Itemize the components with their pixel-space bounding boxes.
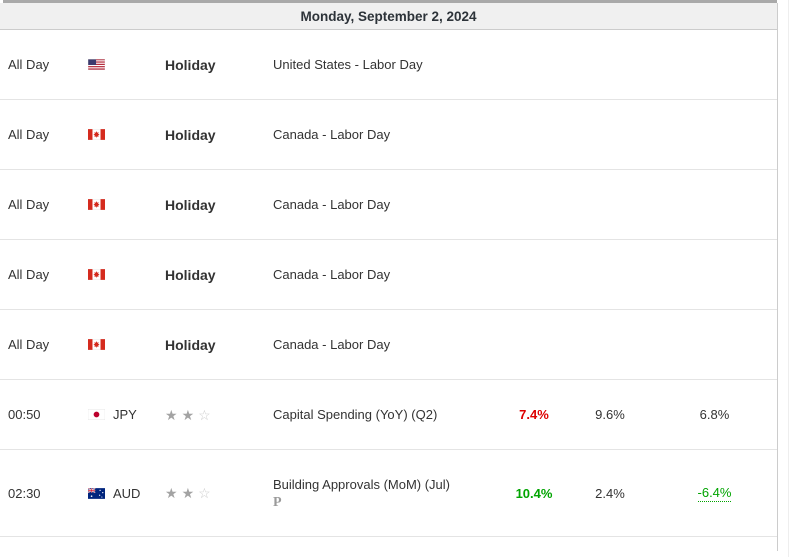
event-time: All Day	[8, 197, 50, 212]
importance-stars: Holiday	[165, 338, 273, 352]
calendar-event-row[interactable]: 00:50 JPY ★★☆ Capital Spending (YoY) (Q2…	[0, 380, 777, 450]
date-title: Monday, September 2, 2024	[300, 8, 477, 24]
importance-stars: Holiday	[165, 58, 273, 72]
calendar-event-row[interactable]: All Day Holiday United States - Labor Da…	[0, 30, 777, 100]
forecast-value: 2.4%	[595, 485, 625, 501]
star-filled-icon: ★	[181, 406, 199, 423]
event-time: 00:50	[8, 407, 41, 422]
calendar-event-row[interactable]: All Day Holiday Canada - Labor Day	[0, 310, 777, 380]
importance-stars: ★★☆	[165, 408, 273, 422]
star-empty-icon: ☆	[198, 406, 215, 423]
importance-stars: Holiday	[165, 268, 273, 282]
holiday-label: Holiday	[165, 196, 216, 213]
flag-ca-icon	[88, 129, 105, 140]
event-name[interactable]: Canada - Labor Day	[273, 197, 391, 212]
calendar-rows: All Day Holiday United States - Labor Da…	[0, 30, 777, 557]
event-name[interactable]: United States - Labor Day	[273, 57, 423, 72]
economic-calendar-table: Monday, September 2, 2024 All Day Holida…	[0, 3, 777, 557]
calendar-event-row[interactable]: All Day Holiday Canada - Labor Day	[0, 240, 777, 310]
event-time: All Day	[8, 57, 50, 72]
flag-ca-icon	[88, 269, 105, 280]
event-time: All Day	[8, 267, 50, 282]
previous-value: 6.8%	[699, 407, 730, 422]
holiday-label: Holiday	[165, 56, 216, 73]
star-filled-icon: ★	[165, 485, 182, 501]
star-filled-icon: ★	[165, 406, 182, 423]
table-right-border	[777, 3, 778, 551]
page-edge-line	[788, 0, 789, 557]
date-header: Monday, September 2, 2024	[0, 3, 777, 30]
top-divider-bar	[3, 0, 777, 3]
event-name[interactable]: Building Approvals (MoM) (Jul)	[273, 477, 451, 492]
event-time: 02:30	[8, 485, 41, 501]
holiday-label: Holiday	[165, 126, 216, 143]
currency-code: AUD	[113, 485, 141, 501]
star-filled-icon: ★	[181, 485, 199, 501]
flag-au-icon	[88, 487, 105, 499]
previous-value: -6.4%	[697, 484, 732, 502]
event-time: All Day	[8, 127, 50, 142]
calendar-event-row[interactable]: All Day Holiday Canada - Labor Day	[0, 100, 777, 170]
importance-stars: Holiday	[165, 128, 273, 142]
forecast-value: 9.6%	[595, 407, 625, 422]
flag-ca-icon	[88, 339, 105, 350]
preliminary-icon: P	[273, 495, 282, 510]
holiday-label: Holiday	[165, 336, 216, 353]
actual-value: 10.4%	[515, 485, 553, 501]
calendar-event-row[interactable]: 02:30 AUD ★★☆ Building Approvals (MoM) (…	[0, 450, 777, 537]
event-name[interactable]: Canada - Labor Day	[273, 127, 391, 142]
flag-us-icon	[88, 59, 105, 70]
actual-value: 7.4%	[519, 407, 549, 422]
event-name[interactable]: Capital Spending (YoY) (Q2)	[273, 407, 438, 422]
event-name[interactable]: Canada - Labor Day	[273, 337, 391, 352]
flag-ca-icon	[88, 199, 105, 210]
importance-stars: ★★☆	[165, 486, 273, 500]
currency-code: JPY	[113, 407, 137, 422]
importance-stars: Holiday	[165, 198, 273, 212]
flag-jp-icon	[88, 409, 105, 420]
event-time: All Day	[8, 337, 50, 352]
event-name[interactable]: Canada - Labor Day	[273, 267, 391, 282]
holiday-label: Holiday	[165, 266, 216, 283]
calendar-event-row[interactable]: All Day Holiday Canada - Labor Day	[0, 170, 777, 240]
star-empty-icon: ☆	[198, 485, 215, 501]
calendar-event-row[interactable]: 02:30 AUD ★★☆ Company Gross Operating Pr…	[0, 537, 777, 557]
